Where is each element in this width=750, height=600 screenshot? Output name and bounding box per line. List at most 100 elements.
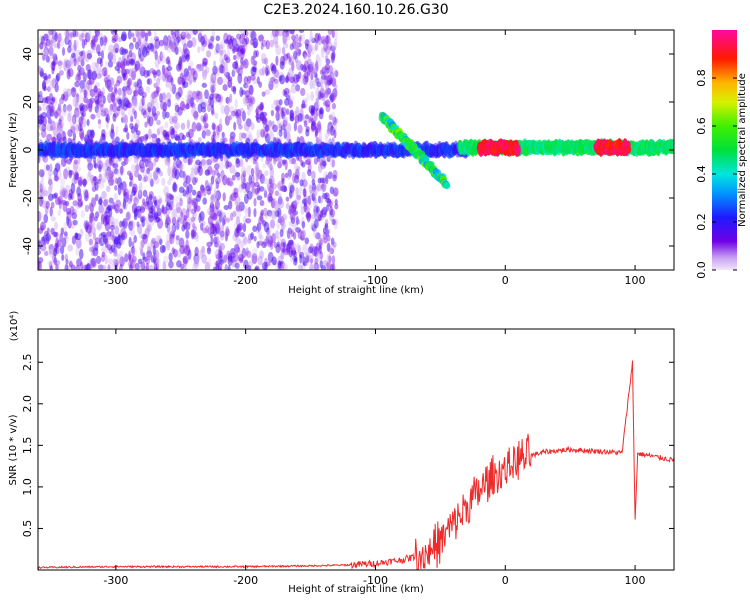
heatmap-cell [276,219,281,230]
heatmap-cell [276,117,281,129]
heatmap-cell [94,193,99,202]
heatmap-cell [253,182,257,193]
heatmap-cell [201,69,208,77]
heatmap-cell [54,197,61,206]
heatmap-cell [284,42,289,49]
heatmap-cell [299,254,303,264]
heatmap-cell [78,248,84,260]
heatmap-cell [93,216,98,222]
heatmap-cell [38,104,42,111]
heatmap-cell [331,78,337,87]
heatmap-cell [151,91,157,100]
heatmap-cell [324,218,329,227]
heatmap-cell [251,186,257,197]
heatmap-cell [257,255,263,266]
heatmap-cell [316,122,322,129]
heatmap-cell [310,107,315,117]
heatmap-cell [130,254,134,265]
heatmap-cell [281,172,285,183]
heatmap-cell [201,220,206,226]
heatmap-cell [153,211,159,219]
heatmap-cell [182,42,188,54]
heatmap-cell [103,199,108,207]
heatmap-cell [138,102,142,113]
heatmap-cell [321,181,327,192]
heatmap-cell [247,102,254,112]
heatmap-cell [260,114,267,122]
heatmap-cell [172,182,178,193]
heatmap-cell [217,266,222,270]
heatmap-cell [91,39,96,45]
heatmap-cell [305,43,309,50]
heatmap-cell [59,129,65,137]
heatmap-cell [236,39,242,50]
heatmap-cell [331,76,337,88]
heatmap-cell [191,216,195,223]
heatmap-cell [207,227,212,235]
heatmap-cell [105,206,111,214]
heatmap-cell [149,178,154,188]
heatmap-cell [247,238,252,244]
heatmap-cell [74,100,79,111]
heatmap-cell [147,172,153,183]
heatmap-cell [131,190,136,197]
heatmap-cell [75,93,80,103]
heatmap-cell [261,39,268,47]
y-tick-label: 20 [21,95,34,109]
heatmap-cell [115,79,121,87]
colorbar: 0.00.20.40.60.8 Normalized spectral ampl… [695,30,748,279]
heatmap-cell [299,179,304,187]
heatmap-cell [104,198,109,205]
heatmap-cell [227,200,233,210]
heatmap-cell [113,259,119,268]
heatmap-cell [80,50,86,61]
heatmap-cell [67,244,73,252]
heatmap-cell [146,78,150,85]
heatmap-cell [333,220,338,230]
heatmap-cell [123,72,128,81]
heatmap-cell [273,78,279,85]
heatmap-cell [226,40,231,47]
heatmap-cell [200,247,206,257]
heatmap-cell [234,195,241,206]
heatmap-cell [90,212,95,219]
heatmap-cell [190,208,197,214]
heatmap-cell [241,247,247,259]
heatmap-cell [321,46,327,54]
heatmap-cell [135,195,140,202]
heatmap-cell [234,246,241,254]
heatmap-cell [119,220,123,228]
heatmap-cell [316,35,323,46]
heatmap-cell [210,237,214,245]
heatmap-cell [324,223,329,231]
heatmap-cell [111,93,116,104]
heatmap-cell [56,239,62,247]
heatmap-cell [312,261,318,270]
heatmap-cell [229,164,236,174]
heatmap-cell [160,55,166,64]
heatmap-cell [324,88,331,96]
heatmap-cell [215,219,221,230]
heatmap-cell [284,76,290,84]
heatmap-cell [138,231,143,240]
heatmap-cell [321,67,327,77]
heatmap-cell [75,73,81,83]
heatmap-cell [62,91,69,102]
heatmap-cell [193,226,198,232]
heatmap-cell [156,119,161,126]
heatmap-cell [292,210,299,216]
heatmap-cell [158,39,165,47]
heatmap-cell [109,103,114,111]
heatmap-cell [320,48,325,59]
heatmap-cell [146,250,152,258]
heatmap-cell [94,30,100,37]
heatmap-cell [117,87,122,96]
heatmap-cell [265,66,269,77]
heatmap-cell [212,131,217,143]
heatmap-cell [207,220,212,229]
heatmap-cell [116,61,121,67]
heatmap-cell [320,85,324,94]
heatmap-cell [84,32,91,43]
heatmap-cell [126,132,130,140]
heatmap-cell [148,116,154,127]
